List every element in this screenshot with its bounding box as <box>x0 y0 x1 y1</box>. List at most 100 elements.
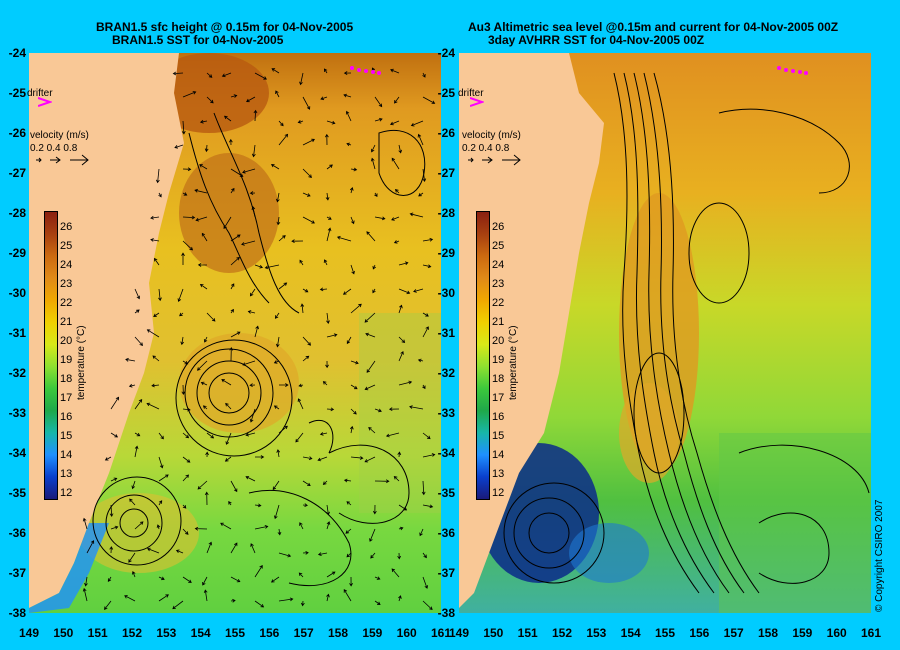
velocity-arrow <box>201 232 208 242</box>
right-velocity-title: velocity (m/s) <box>462 130 521 141</box>
velocity-arrow <box>276 216 281 226</box>
colorbar-tick-label: 15 <box>60 430 73 442</box>
colorbar-tick-label: 14 <box>492 449 505 461</box>
velocity-arrow <box>134 445 139 458</box>
velocity-arrow <box>242 360 256 366</box>
left-lon-tick-label: 160 <box>396 626 417 640</box>
right-lon-tick-label: 161 <box>860 626 882 640</box>
velocity-arrow <box>350 456 364 460</box>
velocity-arrow <box>343 589 352 602</box>
right-lat-tick-label: -30 <box>437 286 455 300</box>
velocity-arrow <box>422 96 436 104</box>
colorbar-tick-label: 23 <box>492 278 505 290</box>
velocity-arrow <box>350 216 355 225</box>
velocity-arrow <box>182 432 190 439</box>
velocity-arrow <box>325 360 329 369</box>
velocity-arrow <box>343 478 352 483</box>
velocity-arrow <box>422 552 427 559</box>
velocity-arrow <box>153 257 160 266</box>
velocity-arrow <box>366 231 376 242</box>
velocity-arrow <box>254 264 264 269</box>
right-lon-tick-label: 160 <box>826 626 847 640</box>
left-lon-tick-label: 159 <box>362 626 383 640</box>
velocity-arrow <box>182 240 194 251</box>
velocity-arrow <box>109 546 114 554</box>
colorbar-tick-label: 23 <box>60 278 73 290</box>
velocity-arrow <box>134 309 140 314</box>
velocity-arrow <box>302 216 315 224</box>
right-title-line1: Au3 Altimetric sea level @0.15m and curr… <box>468 20 839 34</box>
velocity-arrow <box>203 336 208 343</box>
velocity-arrow <box>110 477 118 482</box>
velocity-arrow <box>322 381 328 386</box>
velocity-arrow <box>206 72 213 78</box>
velocity-arrow <box>249 383 256 388</box>
velocity-arrow <box>326 164 333 170</box>
velocity-arrow <box>194 526 208 531</box>
left-drifter-track <box>350 66 381 75</box>
velocity-arrow <box>422 453 436 458</box>
velocity-arrow <box>278 425 288 434</box>
velocity-arrow <box>350 384 358 390</box>
velocity-arrow <box>278 235 286 242</box>
left-lon-tick-label: 153 <box>156 626 177 640</box>
velocity-arrow <box>82 587 88 602</box>
left-map-panel <box>29 53 441 613</box>
velocity-arrow <box>342 288 352 295</box>
right-title-line2: 3day AVHRR SST for 04-Nov-2005 00Z <box>488 33 705 47</box>
velocity-arrow <box>326 216 332 220</box>
velocity-arrow <box>174 144 184 149</box>
velocity-arrow <box>422 326 429 338</box>
velocity-arrow <box>150 215 160 220</box>
velocity-arrow <box>350 167 358 172</box>
velocity-arrow <box>158 474 169 482</box>
velocity-arrow <box>372 504 377 515</box>
velocity-arrow <box>272 480 280 491</box>
velocity-arrow <box>394 189 400 194</box>
velocity-arrow <box>364 384 376 391</box>
velocity-arrow <box>300 303 305 314</box>
left-velocity-arrows <box>82 67 436 611</box>
right-lat-tick-label: -38 <box>437 606 455 620</box>
velocity-arrow <box>175 549 184 554</box>
velocity-arrow <box>110 432 119 438</box>
left-lat-tick-label: -26 <box>8 126 26 140</box>
velocity-arrow <box>270 164 280 170</box>
velocity-arrow <box>326 593 330 602</box>
velocity-arrow <box>366 360 376 373</box>
right-lat-tick-label: -34 <box>437 446 455 460</box>
right-velocity-values: 0.2 0.4 0.8 <box>462 143 510 154</box>
velocity-arrow <box>323 259 328 266</box>
left-velocity-scale-arrows <box>36 154 89 166</box>
velocity-arrow <box>349 187 354 194</box>
right-drifter-icon <box>470 97 484 107</box>
velocity-arrow <box>374 117 383 122</box>
velocity-arrow <box>346 501 352 506</box>
velocity-arrow <box>206 541 213 554</box>
velocity-arrow <box>204 491 209 506</box>
velocity-arrow <box>151 383 160 388</box>
velocity-arrow <box>251 206 256 218</box>
velocity-arrow <box>422 576 429 589</box>
velocity-arrow <box>324 133 329 146</box>
velocity-arrow <box>326 521 331 530</box>
colorbar-tick-label: 17 <box>492 392 505 404</box>
velocity-arrow <box>206 312 216 322</box>
left-drifter-icon <box>38 97 52 107</box>
velocity-arrow <box>302 550 309 555</box>
velocity-arrow <box>391 157 400 170</box>
left-lat-tick-label: -28 <box>8 206 26 220</box>
velocity-arrow <box>181 252 185 265</box>
velocity-arrow <box>182 528 189 535</box>
left-land-mass <box>29 53 184 608</box>
right-lon-tick-label: 149 <box>448 626 470 640</box>
velocity-arrow <box>422 168 427 182</box>
velocity-arrow <box>372 264 377 270</box>
velocity-arrow <box>323 68 328 74</box>
colorbar-tick-label: 22 <box>492 297 505 309</box>
velocity-arrow <box>374 408 382 413</box>
left-lat-tick-label: -36 <box>8 526 26 540</box>
velocity-arrow <box>242 168 256 174</box>
velocity-arrow <box>230 187 235 194</box>
right-lon-tick-label: 158 <box>757 626 779 640</box>
